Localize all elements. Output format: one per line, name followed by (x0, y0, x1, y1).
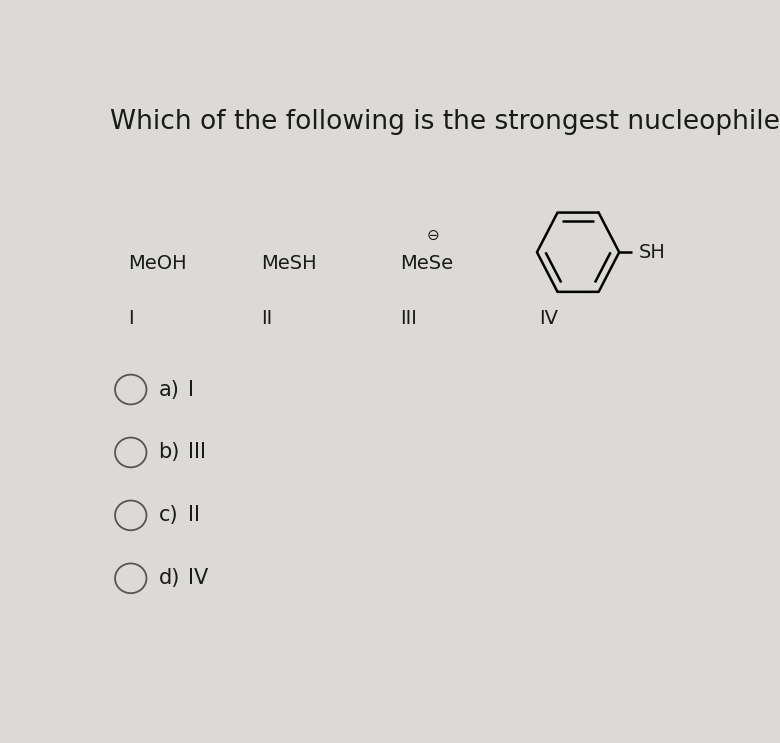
Text: MeSe: MeSe (399, 254, 453, 273)
Text: a): a) (158, 380, 179, 400)
Text: MeOH: MeOH (128, 254, 186, 273)
Text: Which of the following is the strongest nucleophile?: Which of the following is the strongest … (109, 109, 780, 135)
Text: II: II (261, 308, 272, 328)
Text: IV: IV (187, 568, 207, 588)
Text: d): d) (158, 568, 180, 588)
Text: III: III (399, 308, 417, 328)
Text: SH: SH (639, 243, 665, 262)
Text: IV: IV (539, 308, 558, 328)
Text: MeSH: MeSH (261, 254, 317, 273)
Text: c): c) (158, 505, 178, 525)
Text: I: I (187, 380, 193, 400)
Text: III: III (187, 442, 206, 462)
Text: b): b) (158, 442, 180, 462)
Text: ⊖: ⊖ (427, 227, 439, 242)
Text: II: II (187, 505, 200, 525)
Text: I: I (128, 308, 133, 328)
